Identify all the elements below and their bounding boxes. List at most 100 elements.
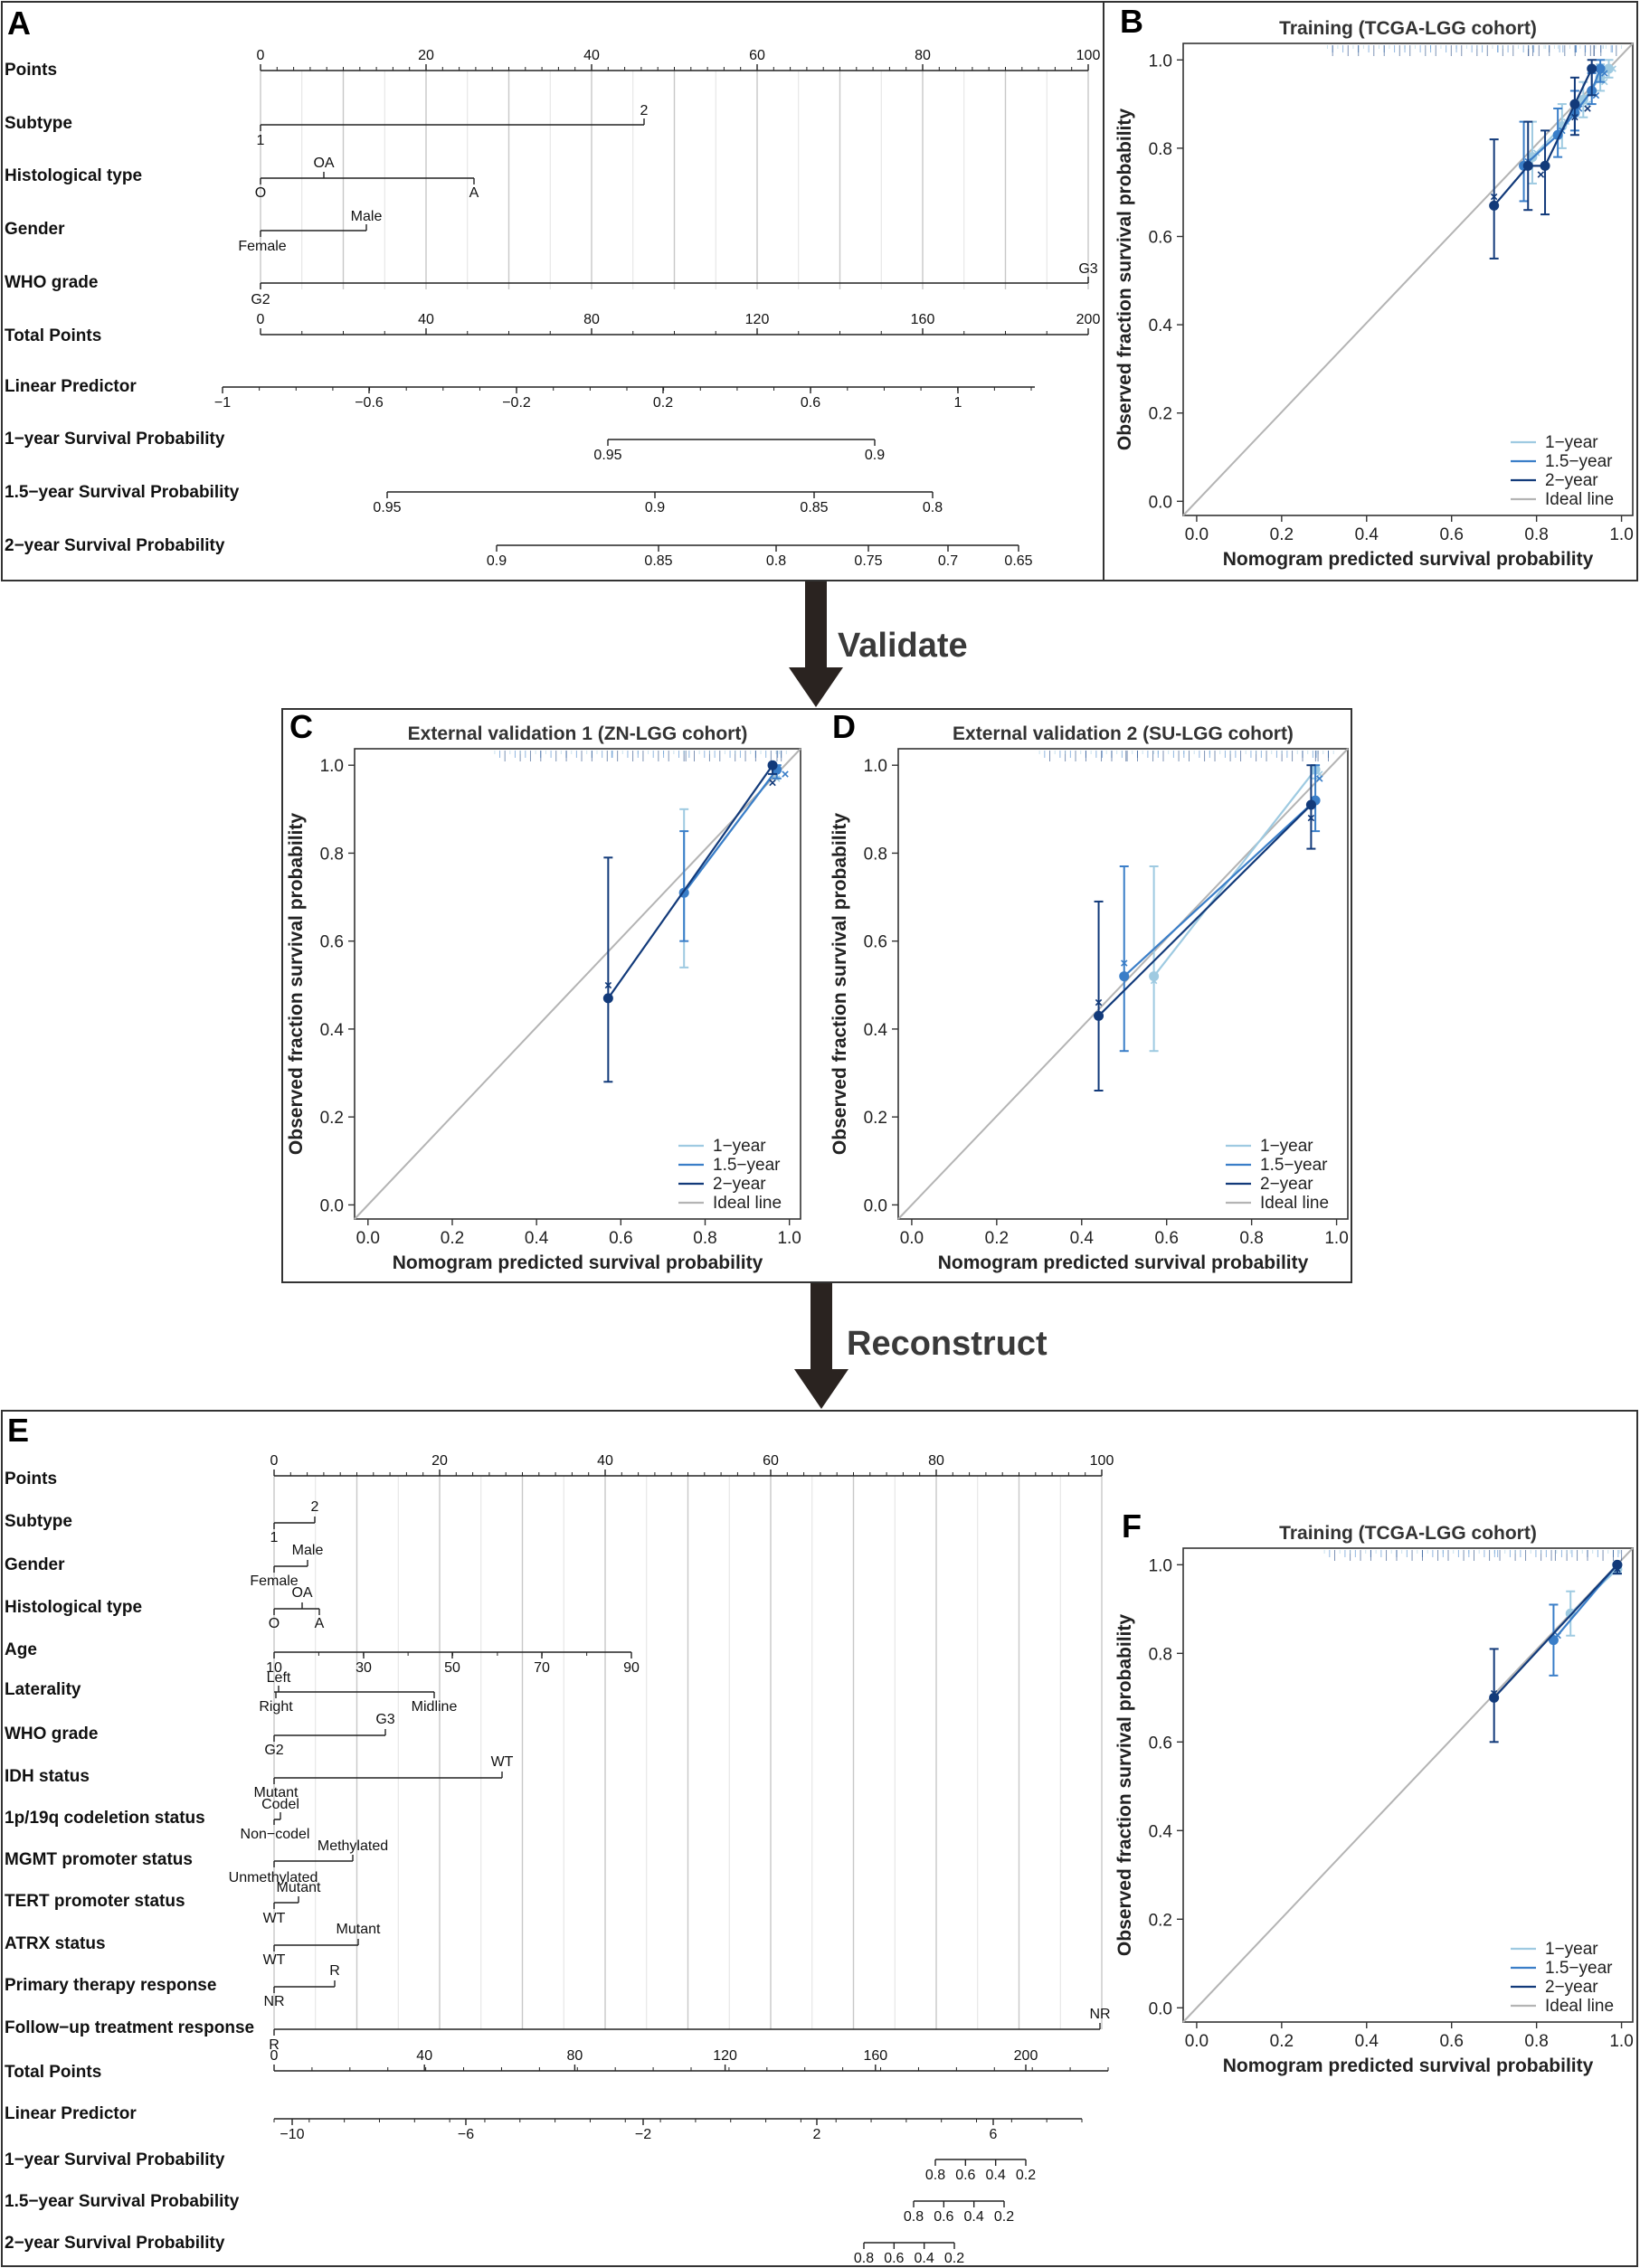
calibration-y-tick-label: 0.0 (864, 1196, 887, 1215)
nomo-e-label-who: WHO grade (5, 1725, 98, 1744)
calibration-y-tick-label: 0.6 (1149, 228, 1172, 247)
calibration-x-tick-label: 0.6 (609, 1229, 632, 1248)
nomo-a-label-histology: Histological type (5, 166, 142, 185)
nomo-e-label-idh: IDH status (5, 1767, 90, 1786)
nomo-a-points-axis-tick-label: 60 (749, 48, 765, 63)
nomo-a-lp-axis-tick-label: −1 (214, 395, 231, 411)
calibration-x-tick-label: 0.6 (1439, 2032, 1463, 2051)
panel-a-b-frame (1, 1, 1638, 581)
calibration-x-tick-label: 1.0 (1609, 2032, 1633, 2051)
calibration-legend-label: Ideal line (713, 1194, 782, 1213)
calibration-title: External validation 2 (SU-LGG cohort) (953, 723, 1294, 744)
nomo-e-1y-axis-tick-label: 0.2 (1016, 2168, 1036, 2183)
nomo-e-lat-midline: Midline (412, 1699, 458, 1715)
nomo-e-label-total: Total Points (5, 2063, 101, 2082)
nomo-a-label-2y: 2−year Survival Probability (5, 536, 225, 555)
calibration-x-tick-label: 0.2 (1270, 2032, 1294, 2051)
calibration-y-tick-label: 0.0 (1149, 493, 1172, 512)
nomo-a-total-axis-tick-label: 160 (911, 312, 935, 327)
calibration-ideal-line (1182, 1547, 1634, 2023)
calibration-legend-label: 2−year (713, 1175, 766, 1194)
nomo-e-label-age: Age (5, 1640, 37, 1659)
calibration-legend-label: 1.5−year (1545, 1959, 1613, 1978)
calibration-legend-label: 1.5−year (1545, 452, 1613, 471)
nomo-e-label-1y: 1−year Survival Probability (5, 2150, 225, 2169)
calibration-x-tick-label: 0.8 (1524, 2032, 1548, 2051)
nomo-e-lat-left: Left (267, 1670, 291, 1686)
calibration-x-label: Nomogram predicted survival probability (1223, 2055, 1594, 2076)
calibration-point (1149, 971, 1160, 982)
nomo-e-label-atrx: ATRX status (5, 1934, 106, 1953)
nomo-e-atrx-mutant: Mutant (337, 1922, 381, 1937)
calibration-x-tick-label: 1.0 (1324, 1229, 1348, 1248)
nomo-e-lat-right: Right (259, 1699, 293, 1715)
calibration-x-tick-label: 0.8 (1239, 1229, 1263, 1248)
calibration-y-tick-label: 0.2 (1149, 405, 1172, 424)
calibration-point (1595, 63, 1606, 74)
calibration-y-tick-label: 0.2 (320, 1109, 344, 1128)
nomo-e-hist-o: O (269, 1616, 280, 1631)
nomo-e-1p19q-noncodel: Non−codel (241, 1827, 310, 1842)
nomo-e-age-axis-tick-label: 90 (623, 1660, 640, 1676)
nomo-a-hist-a: A (469, 185, 479, 201)
calibration-y-label: Observed fraction survival probability (1114, 109, 1135, 450)
nomo-a-label-lp: Linear Predictor (5, 377, 137, 396)
nomo-a-label-total: Total Points (5, 326, 101, 345)
nomo-a-2y-axis-tick-label: 0.65 (1004, 553, 1032, 569)
calibration-title: Training (TCGA-LGG cohort) (1279, 1523, 1537, 1544)
nomo-a-lp-axis-tick-label: 1 (954, 395, 962, 411)
calibration-x-tick-label: 0.4 (1355, 525, 1379, 544)
panel-letter-b: B (1120, 3, 1143, 40)
calibration-frame (1182, 43, 1634, 516)
validate-arrow-head (789, 667, 843, 707)
calibration-x-tick-label: 1.0 (777, 1229, 801, 1248)
calibration-point (1603, 63, 1614, 74)
nomo-e-label-laterality: Laterality (5, 1680, 81, 1699)
nomo-e-points-axis-tick-label: 100 (1090, 1453, 1114, 1469)
calibration-frame (897, 748, 1349, 1220)
nomogram-e-variable-labels: Points Subtype Gender Histological type … (5, 1469, 254, 2253)
nomo-e-label-2y: 2−year Survival Probability (5, 2234, 225, 2253)
nomo-a-who-g2: G2 (251, 292, 270, 307)
calibration-legend-label: Ideal line (1545, 1997, 1614, 2016)
calibration-legend-label: 1−year (1260, 1137, 1313, 1156)
calibration-cross-mark: × (782, 767, 790, 782)
nomo-e-lp-axis-tick-label: −6 (458, 2127, 474, 2142)
nomo-a-2y-axis-tick-label: 0.75 (854, 553, 882, 569)
calibration-cross-mark: × (1571, 110, 1579, 126)
nomo-a-points-axis-tick-label: 20 (418, 48, 434, 63)
calibration-cross-mark: × (604, 978, 612, 993)
calibration-point (1305, 799, 1316, 810)
nomo-e-label-tert: TERT promoter status (5, 1892, 185, 1911)
calibration-y-tick-label: 0.2 (1149, 1911, 1172, 1930)
nomo-a-lp-axis-tick-label: −0.6 (355, 395, 384, 411)
calibration-cross-mark: × (1095, 996, 1103, 1011)
panel-c-d-frame (281, 708, 1352, 1283)
nomo-a-2y-axis-tick-label: 0.9 (487, 553, 507, 569)
nomo-e-label-1p19q: 1p/19q codeletion status (5, 1809, 205, 1828)
calibration-y-tick-label: 0.6 (320, 933, 344, 952)
calibration-point (1540, 160, 1550, 171)
nomo-a-15y-axis-tick-label: 0.8 (923, 500, 943, 515)
nomo-e-lp-axis-tick-label: 2 (813, 2127, 821, 2142)
nomogram-e-levels: 1 2 Female Male O OA A Left Right Midlin… (229, 1499, 1111, 2053)
calibration-point (1569, 99, 1580, 109)
calibration-x-tick-label: 0.6 (1439, 525, 1463, 544)
nomo-a-label-1y: 1−year Survival Probability (5, 430, 225, 449)
calibration-cross-mark: × (1315, 771, 1323, 787)
calibration-point (1489, 200, 1500, 211)
nomo-a-hist-o: O (255, 185, 266, 201)
calibration-y-tick-label: 0.6 (1149, 1734, 1172, 1753)
calibration-point (1094, 1010, 1104, 1021)
calibration-point (1522, 160, 1533, 171)
nomo-a-1y-axis-tick-label: 0.95 (593, 448, 621, 463)
calibration-y-tick-label: 0.8 (1149, 1645, 1172, 1664)
nomo-a-gender-female: Female (238, 239, 286, 254)
nomo-e-idh-mutant: Mutant (254, 1785, 299, 1800)
nomo-e-label-primary: Primary therapy response (5, 1976, 216, 1995)
calibration-y-tick-label: 0.8 (320, 845, 344, 864)
nomo-e-age-axis-tick-label: 10 (266, 1660, 282, 1676)
calibration-legend-label: 1.5−year (1260, 1156, 1328, 1175)
nomo-e-total-axis-tick-label: 80 (567, 2048, 583, 2064)
calibration-y-tick-label: 0.4 (1149, 1822, 1173, 1841)
